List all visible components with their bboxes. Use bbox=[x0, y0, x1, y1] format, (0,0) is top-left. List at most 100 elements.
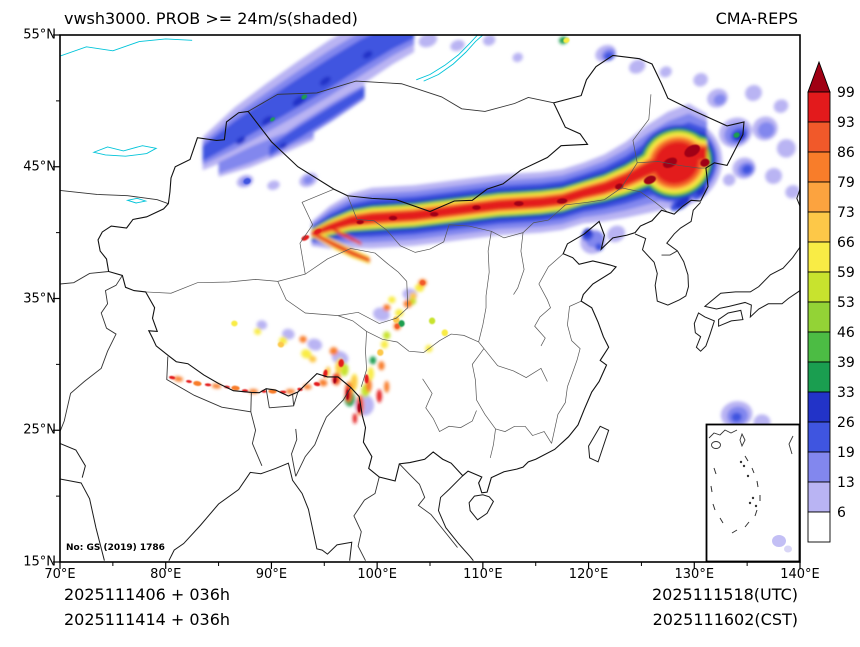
colorbar-label: 13 bbox=[837, 475, 855, 491]
field-spot bbox=[745, 84, 762, 102]
lon-tick-label: 120°E bbox=[568, 567, 609, 582]
colorbar-segment bbox=[807, 391, 831, 423]
map-license-note: No: GS (2019) 1786 bbox=[66, 543, 165, 553]
lon-tick-label: 80°E bbox=[150, 567, 182, 582]
field-spot bbox=[333, 376, 337, 384]
field-spot bbox=[693, 73, 708, 87]
colorbar-label: 86 bbox=[837, 145, 855, 161]
inset-coastline bbox=[708, 429, 794, 455]
field-spot bbox=[231, 320, 238, 327]
field-spot bbox=[376, 389, 382, 403]
field-spot bbox=[684, 144, 701, 158]
china-border bbox=[98, 55, 744, 492]
colorbar-label: 99 bbox=[837, 85, 855, 101]
lon-tick-label: 90°E bbox=[255, 567, 288, 582]
geography bbox=[60, 35, 800, 561]
field-spot bbox=[700, 158, 710, 167]
field-spot bbox=[606, 225, 626, 243]
field-spot bbox=[733, 132, 740, 138]
field-spot bbox=[395, 309, 404, 317]
field-spot bbox=[663, 157, 677, 169]
field-spot bbox=[261, 116, 273, 126]
field-spot bbox=[356, 220, 364, 225]
field-band bbox=[326, 225, 362, 245]
field-spot bbox=[193, 381, 202, 386]
field-spot bbox=[231, 385, 240, 391]
field-spot bbox=[352, 413, 357, 424]
field-spot bbox=[211, 383, 222, 389]
field-spot bbox=[303, 175, 314, 185]
field-spot bbox=[367, 367, 374, 381]
valid-time-cst: 2025111602(CST) bbox=[652, 610, 798, 629]
colorbar-label: 19 bbox=[837, 445, 855, 461]
field-spot bbox=[428, 317, 436, 325]
colorbar-segment bbox=[807, 301, 831, 333]
colorbar-arrow bbox=[807, 60, 831, 93]
field-spot bbox=[383, 331, 391, 340]
field-spot bbox=[418, 35, 438, 48]
colorbar: 99 93 86 79 73 66 59 53 46 39 33 26 19 13 6 bbox=[807, 60, 855, 543]
lon-tick-label: 100°E bbox=[357, 567, 397, 582]
field-spot bbox=[307, 338, 323, 351]
field-spot bbox=[282, 328, 295, 340]
field-spot bbox=[384, 380, 390, 393]
field-spot bbox=[773, 99, 789, 113]
field-spot bbox=[419, 280, 426, 286]
colorbar-segment bbox=[807, 271, 831, 303]
colorbar-label: 53 bbox=[837, 295, 855, 311]
colorbar-label: 93 bbox=[837, 115, 855, 131]
colorbar-segment bbox=[807, 481, 831, 513]
field-spot bbox=[643, 175, 656, 185]
field-spot bbox=[514, 201, 524, 207]
colorbar-segment bbox=[807, 121, 831, 153]
chart-title: vwsh3000. PROB >= 24m/s(shaded) bbox=[64, 9, 358, 28]
colorbar-label: 46 bbox=[837, 325, 855, 341]
colorbar-segment bbox=[807, 331, 831, 363]
lat-tick-label: 25°N bbox=[23, 422, 56, 438]
field-spot bbox=[388, 215, 398, 221]
field-spot bbox=[776, 139, 796, 158]
field-spot bbox=[378, 361, 385, 371]
colorbar-label: 39 bbox=[837, 355, 855, 371]
field-spot bbox=[604, 51, 614, 61]
field-spot bbox=[301, 349, 312, 359]
field-spot bbox=[722, 173, 736, 186]
colorbar-segment bbox=[807, 421, 831, 453]
inset-islands bbox=[739, 460, 758, 508]
colorbar-segment bbox=[807, 151, 831, 183]
colorbar-label: 33 bbox=[837, 385, 855, 401]
field-spot bbox=[301, 235, 310, 241]
field-spot bbox=[267, 180, 280, 190]
field-spot bbox=[556, 198, 568, 204]
field-spot bbox=[441, 329, 448, 337]
field-spot bbox=[629, 59, 646, 74]
valid-time-utc: 2025111518(UTC) bbox=[652, 585, 798, 604]
lat-tick-label: 55°N bbox=[23, 27, 56, 43]
field-band bbox=[202, 35, 415, 162]
field-spot bbox=[696, 185, 707, 196]
field-spot bbox=[409, 292, 417, 300]
province-borders bbox=[146, 94, 707, 458]
field-spot bbox=[314, 228, 322, 234]
lon-tick-label: 140°E bbox=[780, 567, 820, 582]
field-spot bbox=[659, 66, 672, 78]
colorbar-label: 66 bbox=[837, 235, 855, 251]
field-spot bbox=[582, 228, 593, 237]
field-spot bbox=[472, 205, 481, 210]
colorbar-segment bbox=[807, 451, 831, 483]
field-spot bbox=[285, 388, 296, 394]
field-spot bbox=[377, 349, 384, 356]
lat-tick-label: 45°N bbox=[23, 159, 56, 175]
field-spot bbox=[765, 168, 783, 184]
colorbar-segment bbox=[807, 211, 831, 243]
colorbar-label: 73 bbox=[837, 205, 855, 221]
field-spot bbox=[731, 412, 742, 422]
inset-hainan bbox=[711, 441, 721, 449]
field-spot bbox=[338, 359, 344, 368]
model-name: CMA-REPS bbox=[715, 9, 798, 28]
field-spot bbox=[713, 94, 726, 106]
colorbar-segment bbox=[807, 361, 831, 393]
field-spot bbox=[398, 320, 405, 327]
field-spot bbox=[369, 356, 377, 365]
